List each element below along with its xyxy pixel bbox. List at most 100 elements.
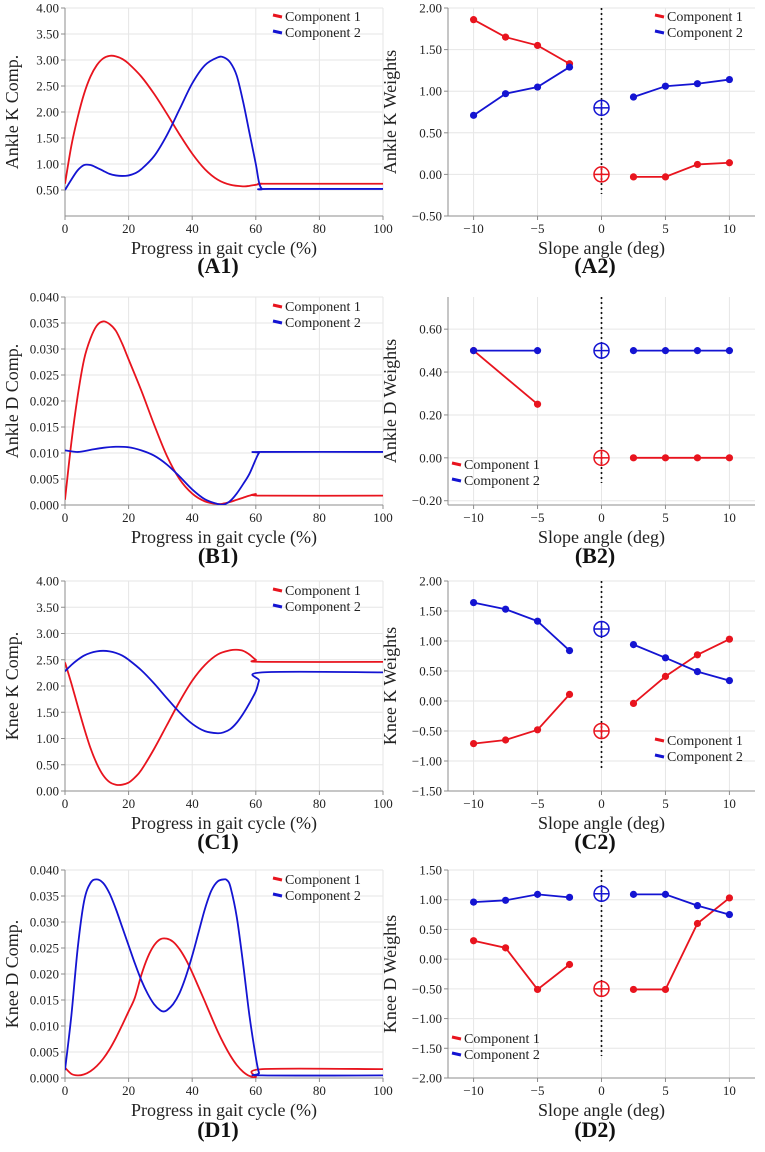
panel-label: (C2) bbox=[574, 829, 616, 854]
data-point-component-2 bbox=[629, 641, 638, 649]
data-point-component-1 bbox=[693, 651, 702, 659]
y-tick-label: 0.010 bbox=[30, 1019, 59, 1034]
legend-label: Component 2 bbox=[285, 26, 361, 41]
data-point-component-1 bbox=[693, 919, 702, 928]
data-point-component-1 bbox=[469, 740, 478, 748]
y-tick-label: 0.025 bbox=[30, 941, 59, 956]
y-tick-label: 0.50 bbox=[36, 183, 59, 198]
x-tick-label: 40 bbox=[186, 221, 199, 236]
y-tick-label: 1.00 bbox=[36, 731, 59, 746]
x-tick-label: −10 bbox=[463, 1083, 483, 1098]
y-tick-label: 0.50 bbox=[419, 125, 442, 140]
x-tick-label: 0 bbox=[598, 796, 605, 811]
y-tick-label: 0.040 bbox=[30, 863, 59, 878]
series-line-component-1 bbox=[473, 18, 570, 65]
data-point-component-2 bbox=[693, 347, 702, 355]
y-tick-label: −1.50 bbox=[412, 784, 442, 799]
y-axis-title: Ankle K Comp. bbox=[2, 55, 22, 170]
legend-label: Component 2 bbox=[285, 889, 361, 904]
y-tick-label: 1.00 bbox=[419, 84, 442, 99]
y-tick-label: 3.00 bbox=[36, 53, 59, 68]
x-tick-label: 0 bbox=[62, 510, 69, 525]
series-line-component-1 bbox=[65, 648, 383, 786]
legend-label: Component 1 bbox=[464, 458, 540, 473]
data-point-component-1 bbox=[661, 173, 670, 181]
series-line-component-2 bbox=[633, 893, 730, 916]
y-tick-label: −0.50 bbox=[412, 724, 442, 739]
legend-label: Component 1 bbox=[285, 873, 361, 888]
data-point-component-2 bbox=[533, 347, 542, 355]
y-tick-label: 4.00 bbox=[36, 574, 59, 589]
legend-swatch bbox=[451, 477, 462, 483]
x-tick-label: 20 bbox=[122, 510, 135, 525]
data-point-component-2 bbox=[693, 902, 702, 910]
x-tick-label: 80 bbox=[313, 221, 326, 236]
series-line-component-1 bbox=[65, 320, 383, 505]
data-point-component-2 bbox=[565, 63, 574, 71]
data-point-component-2 bbox=[501, 605, 510, 613]
panel-label: (B2) bbox=[575, 543, 615, 568]
x-tick-label: 5 bbox=[662, 1083, 669, 1098]
data-point-component-2 bbox=[661, 654, 670, 662]
panel-label: (D1) bbox=[197, 1117, 239, 1142]
data-point-component-2 bbox=[629, 93, 638, 101]
x-tick-label: −5 bbox=[531, 796, 545, 811]
y-tick-label: 3.50 bbox=[36, 600, 59, 615]
series-line-component-1 bbox=[633, 897, 730, 991]
x-tick-label: 10 bbox=[723, 1083, 736, 1098]
data-point-component-2 bbox=[501, 896, 510, 904]
x-tick-label: −10 bbox=[463, 796, 483, 811]
y-axis-title: Ankle D Weights bbox=[380, 339, 400, 463]
data-point-component-1 bbox=[661, 672, 670, 681]
series-line-component-2 bbox=[65, 55, 383, 191]
legend-label: Component 1 bbox=[464, 1032, 540, 1047]
legend-label: Component 2 bbox=[464, 1048, 540, 1063]
series-line-component-2 bbox=[473, 893, 570, 903]
y-axis-title: Knee D Weights bbox=[380, 915, 400, 1033]
data-point-component-2 bbox=[469, 347, 478, 355]
x-tick-label: 60 bbox=[249, 221, 262, 236]
data-point-component-2 bbox=[725, 75, 734, 84]
panel-label: (D2) bbox=[574, 1117, 616, 1142]
x-tick-label: 0 bbox=[62, 221, 69, 236]
y-tick-label: 0.00 bbox=[36, 784, 59, 799]
data-point-component-2 bbox=[725, 910, 734, 919]
y-tick-label: 0.00 bbox=[419, 167, 442, 182]
data-point-component-2 bbox=[533, 890, 542, 898]
legend-swatch bbox=[272, 603, 283, 609]
y-tick-label: 2.00 bbox=[36, 105, 59, 120]
x-tick-label: 40 bbox=[186, 1083, 199, 1098]
data-point-component-1 bbox=[533, 985, 542, 994]
x-tick-label: 10 bbox=[723, 221, 736, 236]
y-tick-label: 0.020 bbox=[30, 394, 59, 409]
x-tick-label: −5 bbox=[531, 1083, 545, 1098]
y-tick-label: 1.00 bbox=[36, 157, 59, 172]
data-point-component-2 bbox=[629, 890, 638, 898]
legend-swatch bbox=[654, 753, 665, 759]
x-tick-label: 100 bbox=[373, 510, 393, 525]
y-tick-label: 0.50 bbox=[419, 664, 442, 679]
x-tick-label: 0 bbox=[598, 510, 605, 525]
y-tick-label: −0.50 bbox=[412, 981, 442, 996]
y-tick-label: 0.000 bbox=[30, 498, 59, 513]
y-tick-label: 0.50 bbox=[36, 757, 59, 772]
series-line-component-1 bbox=[65, 937, 383, 1078]
data-point-component-1 bbox=[629, 173, 638, 181]
series-line-component-2 bbox=[65, 649, 383, 735]
chart-c1: 0 20 40 60 80 100 0.00 0.50 1.00 1.50 2.00 2.50 3.00… bbox=[2, 574, 393, 855]
y-tick-label: 0.030 bbox=[30, 915, 59, 930]
data-point-component-2 bbox=[565, 647, 574, 655]
data-point-component-2 bbox=[661, 890, 670, 898]
data-point-component-1 bbox=[469, 16, 478, 24]
x-tick-label: −10 bbox=[463, 510, 483, 525]
y-tick-label: −1.00 bbox=[412, 1011, 442, 1026]
x-axis-title: Slope angle (deg) bbox=[538, 1100, 665, 1121]
x-tick-label: 80 bbox=[313, 510, 326, 525]
y-axis-title: Ankle K Weights bbox=[380, 50, 400, 174]
x-axis-title: Slope angle (deg) bbox=[538, 238, 665, 259]
x-tick-label: 5 bbox=[662, 796, 669, 811]
